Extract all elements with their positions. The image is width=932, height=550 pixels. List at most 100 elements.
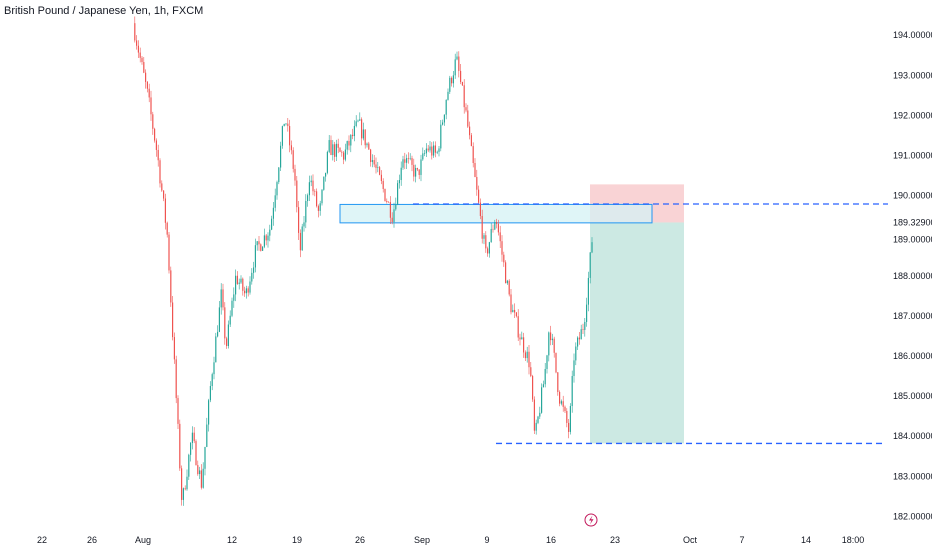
- candle: [341, 150, 343, 157]
- candle: [271, 215, 273, 231]
- candle: [166, 221, 168, 238]
- candle: [206, 417, 208, 448]
- lightning-icon[interactable]: [584, 513, 598, 527]
- candle: [213, 356, 215, 380]
- candle: [323, 176, 325, 191]
- candle: [253, 261, 255, 279]
- candle: [420, 154, 422, 182]
- candle: [357, 119, 359, 123]
- candle: [528, 345, 530, 375]
- candle: [224, 302, 226, 345]
- candle: [587, 271, 589, 312]
- price-tick-label: 192.00000: [893, 110, 932, 120]
- candle: [328, 135, 330, 154]
- candle: [280, 141, 282, 172]
- candle: [299, 229, 301, 258]
- candle: [436, 150, 438, 155]
- candle: [289, 119, 291, 153]
- supply-zone-rectangle[interactable]: [339, 203, 653, 224]
- candle: [251, 268, 253, 285]
- candle: [319, 200, 321, 216]
- candle: [244, 286, 246, 297]
- candle: [395, 197, 397, 211]
- candle: [377, 162, 379, 173]
- candle: [265, 233, 267, 246]
- candle: [494, 219, 496, 231]
- candle: [425, 143, 427, 158]
- candle: [580, 324, 582, 340]
- candle: [276, 180, 278, 200]
- candle: [307, 193, 309, 207]
- candle: [332, 140, 334, 161]
- candle: [146, 81, 148, 93]
- candle: [407, 152, 409, 164]
- candle: [409, 153, 411, 161]
- candle: [262, 246, 264, 251]
- candle: [469, 121, 471, 140]
- candle: [434, 141, 436, 158]
- candle: [208, 398, 210, 432]
- take-profit-zone[interactable]: [590, 222, 684, 444]
- candle: [298, 201, 300, 241]
- candle: [411, 155, 413, 172]
- time-tick-label: 14: [801, 535, 811, 545]
- price-axis[interactable]: 194.00000 193.00000 192.00000 191.00000 190.…: [893, 30, 932, 521]
- candle: [467, 104, 469, 128]
- candle: [431, 142, 433, 160]
- candle: [217, 325, 219, 338]
- candle: [443, 114, 445, 126]
- price-tick-label: 185.00000: [893, 391, 932, 401]
- candle: [523, 332, 525, 358]
- candle: [161, 180, 163, 192]
- time-axis[interactable]: 22 26 Aug 12 19 26 Sep 9 16 23 Oct 7 14 18:00: [37, 535, 864, 545]
- candle: [537, 415, 539, 425]
- candle: [368, 141, 370, 150]
- candle: [190, 441, 192, 462]
- candle: [181, 465, 183, 506]
- candle: [321, 188, 323, 206]
- candle: [348, 135, 350, 151]
- candle: [247, 286, 249, 297]
- candle: [316, 188, 318, 208]
- candle: [186, 469, 188, 491]
- time-tick-label: 7: [739, 535, 744, 545]
- candle: [294, 164, 296, 186]
- candle: [582, 323, 584, 335]
- candle: [456, 51, 458, 61]
- candle: [285, 122, 287, 126]
- candle: [424, 149, 426, 157]
- time-tick-label: 23: [610, 535, 620, 545]
- candle: [150, 90, 152, 121]
- candle: [325, 172, 327, 182]
- candle: [562, 395, 564, 412]
- candle: [204, 446, 206, 476]
- candle: [157, 144, 159, 167]
- candle: [184, 485, 186, 491]
- candle: [260, 243, 262, 252]
- candle: [163, 190, 165, 202]
- candle: [195, 439, 197, 466]
- candle: [487, 246, 489, 257]
- candle: [249, 276, 251, 295]
- candle: [200, 464, 202, 490]
- candle: [578, 332, 580, 345]
- candle: [465, 103, 467, 113]
- candle: [451, 76, 453, 87]
- candle: [317, 204, 319, 218]
- candle: [154, 127, 156, 143]
- candle: [335, 139, 337, 162]
- candle: [256, 241, 258, 251]
- candle: [559, 390, 561, 407]
- candle: [287, 117, 289, 132]
- candle: [235, 269, 237, 302]
- candle: [346, 140, 348, 155]
- candle: [231, 297, 233, 318]
- candle: [269, 224, 271, 242]
- time-tick-label: 9: [484, 535, 489, 545]
- time-tick-label: 12: [227, 535, 237, 545]
- candle: [337, 138, 339, 154]
- candle: [220, 283, 222, 315]
- candle: [497, 219, 499, 236]
- candle: [137, 40, 139, 59]
